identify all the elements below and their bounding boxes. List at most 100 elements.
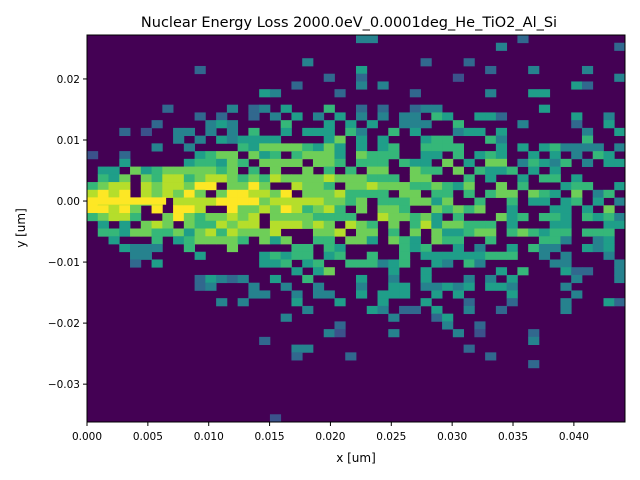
heatmap-cell (237, 298, 249, 307)
heatmap-cell (399, 251, 411, 260)
heatmap-cell (528, 336, 540, 345)
heatmap-cell (409, 120, 421, 129)
heatmap-cell (205, 174, 217, 183)
heatmap-cell (345, 259, 357, 268)
heatmap-cell (345, 189, 357, 198)
heatmap-cell (237, 274, 249, 284)
heatmap-cell (356, 81, 368, 90)
heatmap-cell (345, 220, 357, 229)
heatmap-cell (226, 158, 239, 167)
heatmap-cell (388, 151, 400, 160)
heatmap-cell (216, 298, 228, 307)
heatmap-cell (237, 158, 249, 167)
heatmap-cell (269, 189, 282, 198)
heatmap-cell (603, 158, 615, 167)
heatmap-cell (614, 143, 626, 152)
heatmap-cell (291, 243, 303, 253)
heatmap-cell (495, 158, 508, 167)
heatmap-cell (452, 73, 464, 82)
heatmap-cell (560, 282, 572, 291)
heatmap-cell (528, 243, 540, 253)
heatmap-cell (183, 197, 195, 206)
heatmap-cell (151, 243, 163, 253)
heatmap-cell (302, 127, 314, 137)
heatmap-cell (538, 89, 551, 98)
heatmap-cell (248, 151, 260, 160)
heatmap-cell (205, 220, 217, 229)
heatmap-cell (528, 65, 540, 75)
heatmap-cell (334, 174, 346, 183)
x-tick-label: 0.005 (133, 431, 163, 443)
heatmap-cell (388, 143, 400, 152)
heatmap-cell (248, 220, 260, 229)
heatmap-cell (420, 143, 432, 152)
heatmap-cell (485, 158, 497, 167)
heatmap-cell (603, 189, 615, 198)
heatmap-cell (571, 189, 583, 198)
x-axis-label: x [um] (336, 451, 376, 465)
heatmap-cell (248, 174, 260, 183)
heatmap-cell (356, 259, 368, 268)
heatmap-cell (366, 251, 378, 260)
heatmap-cell (452, 251, 464, 260)
heatmap-cell (571, 267, 583, 276)
heatmap-cell (323, 267, 335, 276)
heatmap-cell (194, 182, 206, 191)
heatmap-cell (377, 197, 389, 206)
heatmap-cell (291, 267, 303, 276)
heatmap-cell (302, 166, 314, 175)
heatmap-cell (485, 189, 497, 198)
heatmap-cell (205, 236, 217, 245)
heatmap-cell (151, 143, 163, 152)
heatmap-cell (420, 243, 432, 253)
heatmap-cell (581, 228, 594, 237)
heatmap-cell (571, 182, 583, 191)
heatmap-cell (194, 251, 206, 260)
heatmap-cell (549, 236, 561, 245)
heatmap-cell (356, 174, 368, 183)
heatmap-cell (485, 89, 497, 98)
heatmap-cell (323, 197, 335, 206)
heatmap-cell (538, 251, 551, 260)
heatmap-cell (463, 344, 475, 353)
heatmap-cell (291, 298, 303, 307)
heatmap-cell (151, 166, 163, 175)
heatmap-cell (356, 73, 368, 82)
heatmap-cell (377, 305, 389, 315)
heatmap-cell (452, 182, 464, 191)
heatmap-cell (592, 143, 604, 152)
heatmap-cell (183, 213, 195, 222)
heatmap-cell (571, 174, 583, 183)
heatmap-cell (538, 143, 551, 152)
heatmap-cell (452, 151, 464, 160)
heatmap-cell (366, 182, 378, 191)
heatmap-cell (312, 267, 325, 276)
heatmap-cell (259, 228, 271, 237)
heatmap-cell (345, 236, 357, 245)
heatmap-cell (162, 228, 174, 237)
heatmap-cell (334, 143, 346, 152)
heatmap-cell (614, 267, 626, 276)
heatmap-cell (528, 228, 540, 237)
heatmap-cell (560, 213, 572, 222)
heatmap-cell (87, 182, 99, 191)
heatmap-cell (420, 251, 432, 260)
heatmap-cell (388, 205, 400, 214)
heatmap-cell (420, 274, 432, 284)
heatmap-cell (517, 267, 529, 276)
heatmap-cell (323, 166, 335, 175)
heatmap-cell (87, 205, 99, 214)
heatmap-cell (495, 42, 508, 51)
heatmap-cell (603, 112, 615, 121)
heatmap-cell (377, 166, 389, 175)
heatmap-cell (280, 158, 292, 167)
heatmap-cell (366, 259, 378, 268)
heatmap-cell (409, 127, 421, 137)
heatmap-cell (581, 143, 594, 152)
heatmap-cell (399, 236, 411, 245)
heatmap-cell (399, 282, 411, 291)
heatmap-cell (248, 112, 260, 121)
hotspot-cells (87, 197, 167, 205)
heatmap-cell (571, 143, 583, 152)
